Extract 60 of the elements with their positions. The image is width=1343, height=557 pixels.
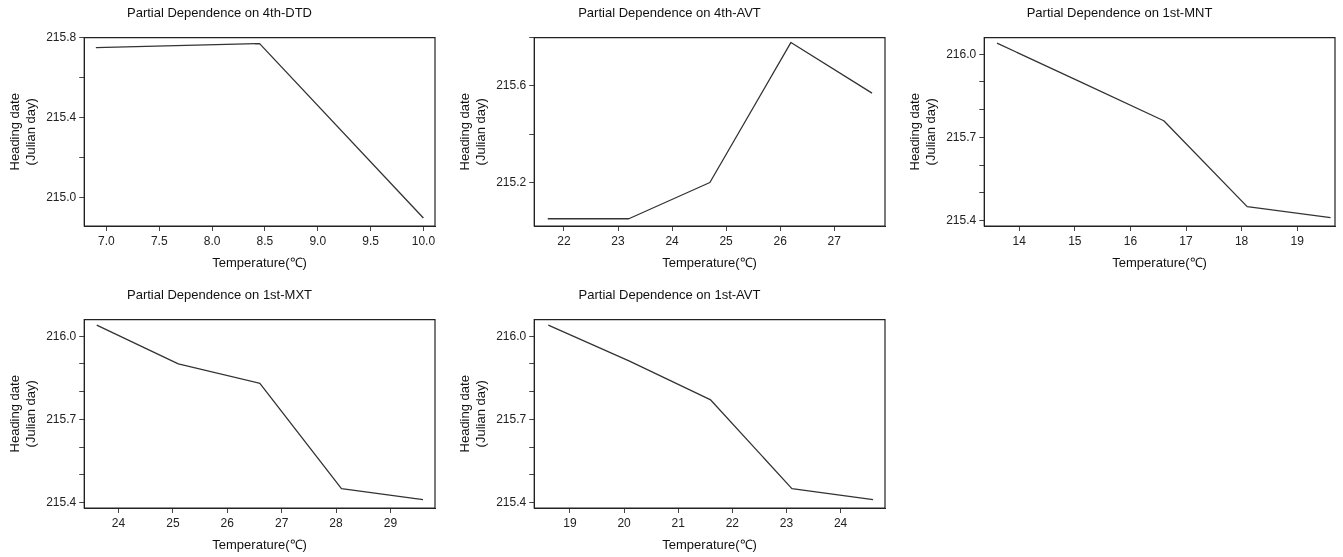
- y-tick-label: 215.7: [496, 411, 527, 426]
- y-tick-label: 215.0: [46, 190, 77, 205]
- x-tick-label: 8.0: [203, 233, 221, 248]
- x-axis-title: Temperature(℃): [662, 536, 757, 552]
- x-axis-title: Temperature(℃): [662, 254, 757, 270]
- chart-title: Partial Dependence on 4th-DTD: [127, 5, 312, 21]
- x-tick-label: 7.0: [98, 233, 116, 248]
- y-tick-label: 215.4: [46, 110, 77, 125]
- y-axis-title: Heading date (Julian day): [457, 375, 488, 453]
- y-tick-label: 215.6: [496, 78, 527, 93]
- chart-title: Partial Dependence on 1st-MXT: [127, 287, 313, 303]
- x-tick-label: 20: [617, 515, 632, 530]
- x-tick-label: 23: [779, 515, 794, 530]
- x-tick-label: 23: [611, 233, 625, 248]
- y-tick-label: 215.4: [46, 494, 77, 509]
- x-tick-label: 28: [329, 515, 344, 530]
- y-tick-label: 216.0: [946, 46, 977, 61]
- x-tick-label: 24: [111, 515, 126, 530]
- y-tick-label: 216.0: [46, 328, 77, 343]
- y-axis-title: Heading date (Julian day): [907, 93, 938, 171]
- x-axis-title: Temperature(℃): [212, 536, 307, 552]
- x-tick-label: 24: [665, 233, 680, 248]
- y-tick-label: 215.7: [946, 129, 977, 144]
- x-tick-label: 27: [827, 233, 842, 248]
- y-axis-title: Heading date (Julian day): [457, 93, 488, 171]
- x-tick-label: 15: [1068, 233, 1082, 248]
- x-tick-label: 16: [1123, 233, 1138, 248]
- y-tick-label: 215.4: [496, 494, 527, 509]
- x-tick-label: 25: [166, 515, 180, 530]
- y-tick-label: 216.0: [496, 328, 527, 343]
- chart-title: Partial Dependence on 4th-AVT: [578, 5, 761, 21]
- y-axis-title: Heading date (Julian day): [7, 93, 38, 171]
- x-tick-label: 26: [773, 233, 788, 248]
- x-tick-label: 22: [557, 233, 571, 248]
- y-tick-label: 215.2: [496, 174, 527, 189]
- x-axis-title: Temperature(℃): [1112, 254, 1207, 270]
- x-tick-label: 26: [220, 515, 235, 530]
- x-tick-label: 8.5: [256, 233, 274, 248]
- y-tick-label: 215.4: [946, 212, 977, 227]
- x-tick-label: 14: [1012, 233, 1027, 248]
- y-tick-label: 215.8: [46, 29, 77, 44]
- x-tick-label: 18: [1234, 233, 1249, 248]
- x-tick-label: 10.0: [411, 233, 436, 248]
- x-tick-label: 22: [725, 515, 740, 530]
- x-tick-label: 27: [274, 515, 289, 530]
- x-tick-label: 9.0: [309, 233, 327, 248]
- x-axis-title: Temperature(℃): [212, 254, 307, 270]
- x-tick-label: 21: [671, 515, 686, 530]
- x-tick-label: 19: [1290, 233, 1305, 248]
- x-tick-label: 25: [719, 233, 734, 248]
- x-tick-label: 19: [563, 515, 577, 530]
- chart-title: Partial Dependence on 1st-MNT: [1026, 5, 1213, 21]
- x-tick-label: 24: [833, 515, 848, 530]
- x-tick-label: 9.5: [362, 233, 380, 248]
- x-tick-label: 17: [1179, 233, 1194, 248]
- x-tick-label: 29: [383, 515, 398, 530]
- y-tick-label: 215.7: [46, 411, 77, 426]
- x-tick-label: 7.5: [150, 233, 168, 248]
- chart-title: Partial Dependence on 1st-AVT: [578, 287, 761, 303]
- y-axis-title: Heading date (Julian day): [7, 375, 38, 453]
